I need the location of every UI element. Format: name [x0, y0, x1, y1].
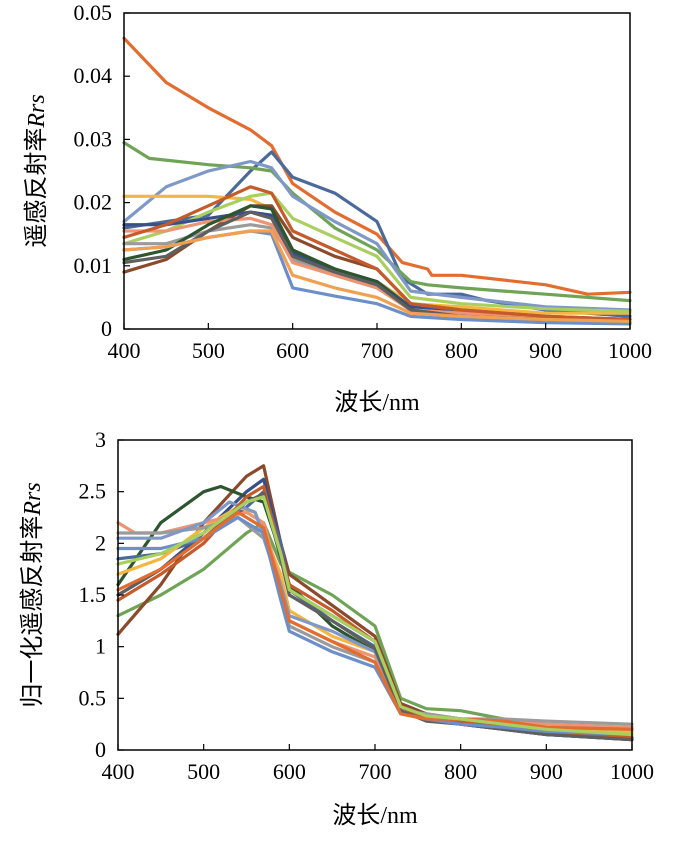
series-line-top-12 [122, 185, 632, 322]
y-tick-label-top-0: 0 [101, 316, 112, 341]
series-line-top-6 [122, 191, 632, 313]
x-tick-label-bottom-600: 600 [273, 759, 306, 784]
axis-ticks-bottom: 400 500 600 700 800 900 1000 0 0.5 1 1.5 2 2.5 3 [79, 427, 655, 784]
y-tick-label-top-0.02: 0.02 [74, 190, 113, 215]
x-axis-title-bottom: 波长/nm [332, 802, 418, 829]
y-axis-title-top-main: 遥感反射率 [23, 128, 50, 248]
y-tick-label-bottom-1: 1 [95, 634, 106, 659]
series-line-bottom-11 [116, 492, 634, 742]
series-line-bottom-2 [116, 464, 634, 742]
x-tick-label-bottom-800: 800 [444, 759, 477, 784]
x-axis-title-top: 波长/nm [334, 389, 420, 416]
x-tick-label-top-1000: 1000 [608, 338, 652, 363]
series-line-top-10 [122, 216, 632, 322]
y-tick-label-top-0.03: 0.03 [74, 126, 113, 151]
y-axis-title-top: 遥感反射率Rrs [23, 94, 50, 247]
series-line-top-4 [122, 159, 632, 312]
x-tick-label-bottom-900: 900 [530, 759, 563, 784]
series-line-bottom-13 [116, 510, 634, 731]
x-tick-label-top-400: 400 [108, 338, 141, 363]
plot-frame-bottom [117, 439, 633, 751]
y-tick-label-bottom-0.5: 0.5 [79, 685, 107, 710]
x-tick-label-bottom-1000: 1000 [610, 759, 654, 784]
plot-area-top [122, 36, 632, 326]
series-line-top-15 [122, 229, 632, 323]
y-tick-label-bottom-3: 3 [95, 427, 106, 452]
series-line-bottom-14 [116, 495, 634, 737]
y-axis-title-bottom-italic: Rrs [20, 482, 46, 516]
x-tick-label-top-700: 700 [361, 338, 394, 363]
x-tick-label-top-800: 800 [445, 338, 478, 363]
x-tick-label-bottom-400: 400 [102, 759, 135, 784]
y-axis-title-top-italic: Rrs [24, 94, 50, 128]
y-tick-label-top-0.05: 0.05 [74, 0, 113, 25]
y-tick-label-top-0.01: 0.01 [74, 253, 113, 278]
axis-ticks-top: 400 500 600 700 800 900 1000 0 0.01 0.02 0.03 0.04 0… [74, 0, 653, 363]
chart-bottom: 400 500 600 700 800 900 1000 0 0.5 1 1.5 2 2.5 3 波长/n… [19, 427, 654, 829]
y-axis-title-bottom-main: 归一化遥感反射率 [19, 516, 46, 708]
y-axis-title-bottom: 归一化遥感反射率Rrs [19, 482, 46, 707]
y-tick-label-top-0.04: 0.04 [74, 63, 113, 88]
x-tick-label-top-600: 600 [276, 338, 309, 363]
x-tick-label-top-900: 900 [529, 338, 562, 363]
series-line-top-1 [122, 36, 632, 296]
x-tick-label-top-500: 500 [192, 338, 225, 363]
y-tick-label-bottom-0: 0 [95, 737, 106, 762]
y-tick-label-bottom-2: 2 [95, 530, 106, 555]
y-tick-label-bottom-2.5: 2.5 [79, 479, 107, 504]
series-line-top-3 [122, 141, 632, 303]
series-line-bottom-1 [116, 521, 634, 740]
x-tick-label-bottom-700: 700 [359, 759, 392, 784]
chart-top: 400 500 600 700 800 900 1000 0 0.01 0.02 0.03 0.04 0… [23, 0, 652, 416]
series-line-bottom-3 [116, 477, 634, 742]
x-tick-label-bottom-500: 500 [187, 759, 220, 784]
plot-area-bottom [116, 464, 634, 742]
y-tick-label-bottom-1.5: 1.5 [79, 582, 107, 607]
